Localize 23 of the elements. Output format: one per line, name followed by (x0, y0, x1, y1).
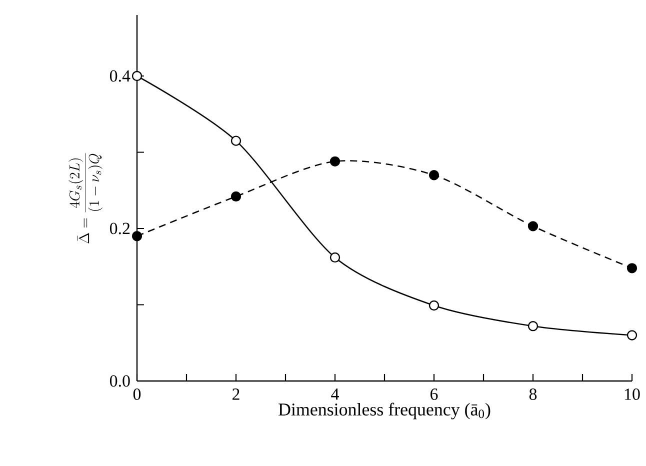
x-tick-label: 8 (529, 388, 537, 400)
x-tick-label: 2 (232, 388, 240, 400)
point (132, 231, 142, 242)
x-tick-label: 4 (331, 388, 339, 400)
x-tick-label: 10 (625, 388, 640, 400)
y-tick-label: 0.0 (110, 375, 130, 387)
x-axis-title: Dimensionless frequency (ā$_{0}$) (278, 402, 490, 420)
point (428, 170, 440, 180)
point (330, 156, 340, 166)
point (230, 136, 242, 146)
x-tick-label: 0 (133, 388, 141, 400)
point (528, 221, 538, 232)
x-tick-label: 6 (430, 388, 438, 400)
point (528, 321, 538, 332)
point (626, 330, 638, 340)
y-tick-label: 0.2 (110, 222, 130, 234)
point (330, 252, 340, 263)
point (230, 191, 242, 202)
point (626, 263, 638, 274)
y-axis-title: $\bar{\Delta} = \frac{4G_s(2L)}{(1-\nu_s)Q}$ (68, 153, 102, 244)
point (428, 300, 440, 311)
y-tick-label: 0.4 (110, 70, 130, 82)
point (132, 70, 142, 82)
